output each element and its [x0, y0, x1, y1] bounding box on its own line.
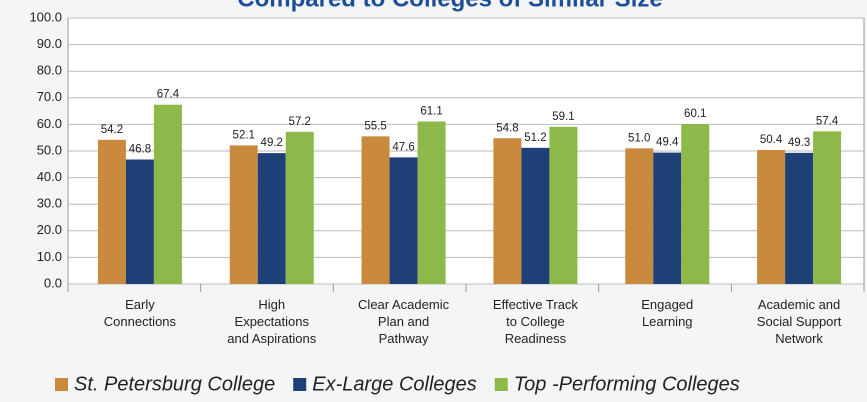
bar [757, 149, 786, 284]
value-label: 52.1 [233, 129, 255, 141]
y-tick-label: 10.0 [37, 249, 62, 264]
bar [653, 152, 682, 284]
bar [361, 136, 390, 284]
legend-swatch [494, 378, 508, 391]
x-tick-line: Engaged [641, 297, 693, 312]
bar [785, 152, 814, 284]
value-label: 50.4 [760, 134, 783, 146]
x-tick-line: Clear Academic [358, 297, 450, 312]
legend-label: Top -Performing Colleges [514, 373, 740, 395]
value-label: 54.2 [101, 124, 123, 136]
value-label: 49.4 [656, 137, 679, 149]
x-tick-line: to College [506, 314, 565, 329]
x-tick-line: Early [125, 297, 155, 312]
legend-swatch [55, 378, 68, 391]
x-tick-label: Early Connections [104, 297, 177, 329]
y-tick-label: 90.0 [37, 36, 62, 51]
y-tick-label: 100.0 [29, 9, 62, 24]
value-label: 60.1 [684, 108, 706, 120]
value-label: 59.1 [552, 111, 574, 123]
x-tick-line: High [258, 297, 285, 312]
value-label: 51.2 [524, 132, 546, 144]
value-label: 49.2 [261, 137, 283, 149]
bar [417, 121, 446, 284]
bar [97, 139, 126, 284]
y-tick-label: 60.0 [37, 116, 62, 131]
x-tick-line: Network [775, 331, 823, 346]
value-label: 61.1 [420, 106, 442, 118]
value-label: 57.4 [816, 115, 839, 127]
value-label: 47.6 [392, 141, 414, 153]
bar [813, 131, 842, 284]
y-tick-label: 50.0 [37, 142, 62, 157]
value-label: 55.5 [364, 120, 386, 132]
legend-swatch [293, 378, 307, 391]
bar [153, 104, 182, 284]
y-tick-label: 80.0 [37, 63, 62, 78]
value-label: 51.0 [628, 132, 650, 144]
y-tick-label: 30.0 [37, 196, 62, 211]
x-tick-label: Effective Track to College Readiness [493, 297, 579, 346]
bar [229, 145, 258, 284]
bar [521, 147, 550, 284]
legend-label: Ex-Large Colleges [312, 373, 477, 395]
chart-title: Compared to Colleges of Similar Size [237, 0, 662, 12]
x-tick-line: and Aspirations [227, 331, 316, 346]
x-tick-line: Expectations [235, 314, 310, 329]
bar [257, 153, 286, 284]
bar [125, 159, 154, 284]
legend-label: St. Petersburg College [74, 373, 275, 395]
x-tick-label: Clear Academic Plan and Pathway [358, 297, 450, 346]
value-label: 57.2 [289, 116, 311, 128]
bar [549, 126, 578, 284]
value-label: 67.4 [157, 89, 180, 101]
y-tick-label: 0.0 [44, 275, 62, 290]
value-label: 49.3 [788, 137, 810, 149]
value-label: 46.8 [129, 144, 151, 156]
x-tick-line: Connections [104, 314, 177, 329]
x-tick-line: Pathway [379, 331, 429, 346]
x-tick-line: Plan and [378, 314, 429, 329]
x-tick-label: High Expectations and Aspirations [227, 297, 316, 346]
x-tick-label: Engaged Learning [641, 297, 693, 329]
bar [285, 131, 314, 284]
x-tick-line: Effective Track [493, 297, 579, 312]
y-tick-label: 20.0 [37, 222, 62, 237]
y-tick-label: 70.0 [37, 89, 62, 104]
value-label: 54.8 [496, 122, 518, 134]
bar [681, 124, 710, 284]
x-tick-line: Learning [642, 314, 693, 329]
x-tick-label: Academic and Social Support Network [757, 297, 842, 346]
bar [625, 148, 654, 284]
x-tick-line: Academic and [758, 297, 840, 312]
bar [389, 157, 418, 284]
x-tick-line: Readiness [505, 331, 567, 346]
bar [493, 138, 522, 284]
x-tick-line: Social Support [757, 314, 842, 329]
y-tick-label: 40.0 [37, 169, 62, 184]
